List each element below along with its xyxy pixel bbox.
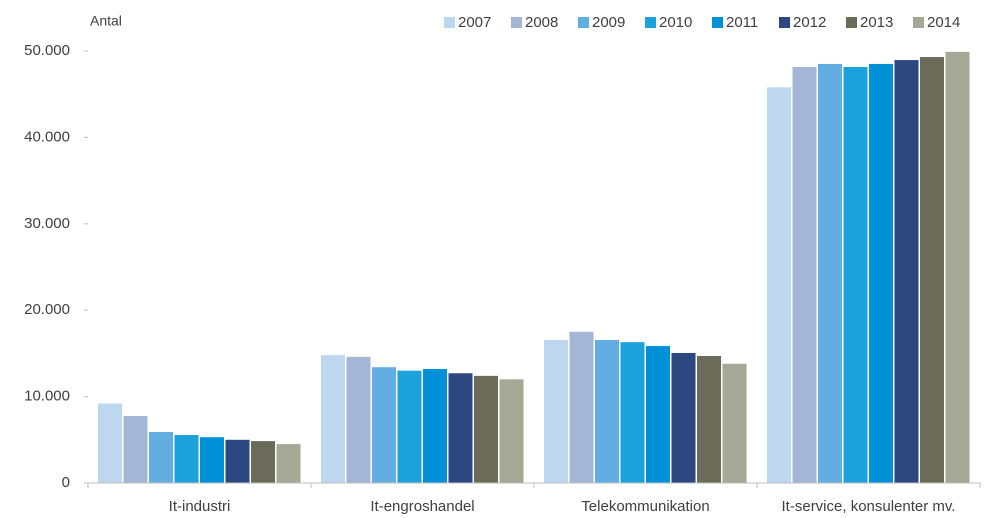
- bar: [671, 352, 696, 483]
- bar: [569, 331, 594, 483]
- bar: [251, 441, 276, 483]
- legend-label: 2008: [525, 14, 558, 31]
- bar: [200, 437, 225, 483]
- y-tick-label: 0: [62, 474, 70, 491]
- x-tick-label: It-service, konsulenter mv.: [782, 498, 956, 515]
- axis-label: Antal: [90, 13, 122, 29]
- x-tick-label: It-industri: [169, 498, 231, 515]
- legend-swatch: [511, 17, 522, 28]
- bar: [920, 57, 945, 483]
- legend-label: 2009: [592, 14, 625, 31]
- bar: [397, 370, 422, 483]
- bar: [894, 60, 919, 484]
- legend-label: 2010: [659, 14, 692, 31]
- legend-swatch: [645, 17, 656, 28]
- x-tick-label: It-engroshandel: [370, 498, 474, 515]
- legend-swatch: [913, 17, 924, 28]
- bar: [843, 66, 868, 483]
- y-tick-label: 30.000: [24, 215, 70, 232]
- bar: [722, 363, 747, 483]
- legend-label: 2014: [927, 14, 960, 31]
- y-tick-label: 50.000: [24, 42, 70, 59]
- legend-label: 2012: [793, 14, 826, 31]
- bar: [697, 355, 722, 483]
- bar: [543, 340, 568, 483]
- bar: [869, 63, 894, 484]
- bar: [225, 439, 250, 483]
- y-tick-label: 20.000: [24, 301, 70, 318]
- bar: [371, 367, 396, 483]
- bar: [148, 432, 173, 483]
- bar: [646, 346, 671, 483]
- legend-label: 2013: [860, 14, 893, 31]
- bar: [945, 51, 970, 483]
- legend-swatch: [578, 17, 589, 28]
- bar: [620, 342, 645, 483]
- bar: [276, 444, 301, 483]
- bar: [423, 368, 448, 483]
- bar: [817, 63, 842, 484]
- legend-swatch: [712, 17, 723, 28]
- bar: [474, 375, 499, 483]
- bar: [174, 435, 199, 483]
- y-tick-label: 40.000: [24, 128, 70, 145]
- legend-label: 2011: [726, 14, 758, 31]
- bar: [320, 355, 345, 483]
- bar: [766, 87, 791, 484]
- bar: [346, 356, 371, 483]
- legend-swatch: [846, 17, 857, 28]
- bar: [499, 379, 524, 483]
- bar: [123, 416, 148, 483]
- bar: [97, 403, 122, 483]
- bar: [594, 340, 619, 483]
- x-tick-label: Telekommunikation: [581, 498, 709, 515]
- bar: [448, 373, 473, 483]
- bar: [792, 66, 817, 483]
- legend-swatch: [444, 17, 455, 28]
- legend-swatch: [779, 17, 790, 28]
- legend-label: 2007: [458, 14, 491, 31]
- y-tick-label: 10.000: [24, 388, 70, 405]
